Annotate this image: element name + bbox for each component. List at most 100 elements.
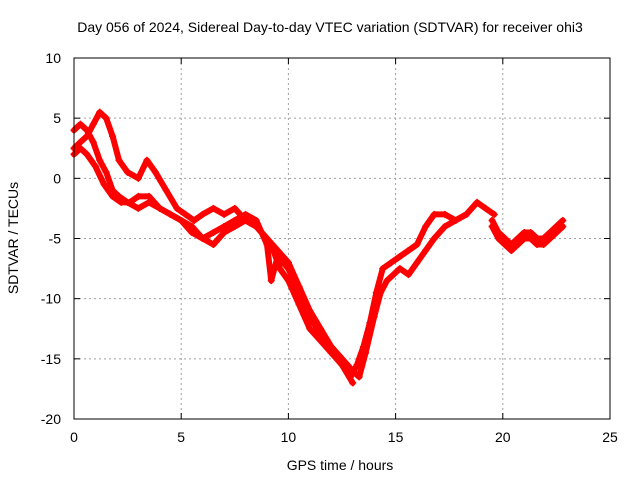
data-point xyxy=(327,343,335,351)
data-point xyxy=(490,210,498,218)
data-point xyxy=(430,235,438,242)
data-point xyxy=(76,144,84,152)
data-point xyxy=(295,283,303,291)
x-tick-label: 0 xyxy=(70,429,78,445)
data-point xyxy=(102,168,110,176)
data-point xyxy=(396,265,404,273)
data-point xyxy=(115,156,123,164)
data-point xyxy=(488,216,496,224)
data-point xyxy=(317,325,325,333)
data-point xyxy=(126,198,134,206)
data-point xyxy=(188,222,196,230)
data-point xyxy=(533,241,541,249)
data-point xyxy=(267,277,275,285)
y-tick-label: 0 xyxy=(53,170,61,186)
data-point xyxy=(83,126,91,134)
x-tick-label: 5 xyxy=(177,429,185,445)
data-point xyxy=(220,228,228,236)
data-point xyxy=(349,367,357,375)
data-point xyxy=(231,222,239,230)
data-point xyxy=(377,289,385,297)
y-tick-label: -20 xyxy=(41,411,61,427)
data-point xyxy=(199,235,207,242)
data-point xyxy=(501,241,509,249)
data-point xyxy=(162,186,170,194)
data-point xyxy=(134,192,142,200)
data-point xyxy=(389,271,397,279)
data-point xyxy=(338,361,346,369)
data-point xyxy=(422,222,430,230)
data-point xyxy=(540,241,548,249)
data-point xyxy=(482,204,490,212)
data-point xyxy=(242,210,250,218)
data-point xyxy=(89,120,97,128)
data-point xyxy=(96,108,104,116)
data-point xyxy=(134,204,142,212)
data-point xyxy=(102,114,110,122)
data-point xyxy=(383,277,391,285)
data-point xyxy=(495,235,503,242)
data-point xyxy=(124,168,132,176)
data-point xyxy=(199,210,207,218)
y-tick-label: -10 xyxy=(41,291,61,307)
data-point xyxy=(209,241,217,249)
data-point xyxy=(527,228,535,236)
data-point xyxy=(284,259,292,267)
x-axis-label: GPS time / hours xyxy=(287,457,394,473)
x-tick-label: 15 xyxy=(388,429,404,445)
data-point xyxy=(546,235,554,242)
data-point xyxy=(177,216,185,224)
x-tick-label: 10 xyxy=(281,429,297,445)
data-point xyxy=(231,204,239,212)
data-point xyxy=(83,150,91,158)
data-point xyxy=(76,138,84,146)
data-point xyxy=(404,247,412,255)
data-point xyxy=(370,313,378,321)
data-point xyxy=(349,379,357,387)
data-point xyxy=(109,192,117,200)
data-point xyxy=(76,120,84,128)
y-tick-label: -5 xyxy=(49,231,62,247)
data-point xyxy=(220,210,228,218)
data-series xyxy=(70,108,567,387)
data-point xyxy=(143,156,151,164)
data-point xyxy=(473,198,481,206)
data-point xyxy=(527,235,535,242)
data-point xyxy=(514,241,522,249)
data-point xyxy=(404,271,412,279)
data-point xyxy=(96,156,104,164)
data-point xyxy=(166,210,174,218)
data-point xyxy=(559,222,567,230)
data-point xyxy=(520,235,528,242)
data-point xyxy=(441,222,449,230)
data-point xyxy=(396,253,404,261)
data-point xyxy=(263,235,271,242)
data-point xyxy=(242,216,250,224)
data-point xyxy=(151,168,159,176)
data-point xyxy=(89,138,97,146)
data-point xyxy=(252,222,260,230)
data-point xyxy=(413,241,421,249)
data-point xyxy=(306,325,314,333)
data-point xyxy=(145,192,153,200)
data-point xyxy=(190,216,198,224)
data-point xyxy=(452,216,460,224)
y-axis-label: SDTVAR / TECUs xyxy=(5,182,21,294)
data-point xyxy=(134,174,142,182)
data-point xyxy=(355,373,363,381)
data-point xyxy=(91,162,99,170)
data-point xyxy=(274,247,282,255)
data-point xyxy=(209,228,217,236)
data-point xyxy=(156,204,164,212)
data-point xyxy=(362,349,370,357)
data-point xyxy=(306,307,314,315)
y-tick-label: -15 xyxy=(41,351,61,367)
data-point xyxy=(441,210,449,218)
y-tick-label: 5 xyxy=(53,110,61,126)
data-point xyxy=(117,198,125,206)
data-point xyxy=(488,222,496,230)
data-point xyxy=(462,210,470,218)
data-point xyxy=(220,222,228,230)
x-tick-label: 25 xyxy=(602,429,618,445)
